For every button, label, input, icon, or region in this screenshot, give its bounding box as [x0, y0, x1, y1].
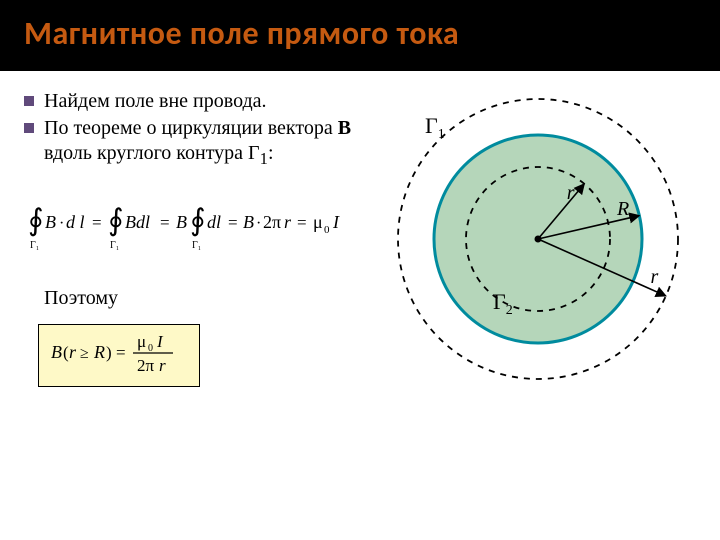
svg-text:r: r — [651, 266, 659, 288]
svg-text:∮: ∮ — [190, 204, 206, 237]
svg-text:0: 0 — [148, 343, 153, 354]
svg-text:μ: μ — [313, 212, 323, 232]
equation-result: B ( r ≥ R ) = μ 0 I 2π r — [49, 331, 189, 375]
svg-text:Г₁: Г₁ — [192, 240, 201, 251]
field-diagram: RrrΓ1Γ2 — [381, 81, 696, 381]
svg-text:0: 0 — [324, 224, 330, 236]
svg-text:r: r — [284, 212, 292, 232]
svg-text:Г₁: Г₁ — [30, 240, 39, 251]
svg-text:B: B — [243, 212, 254, 232]
svg-text:=: = — [116, 343, 126, 362]
svg-text:I: I — [156, 332, 164, 351]
bullet-list: Найдем поле вне провода. По теореме о ци… — [24, 89, 384, 170]
svg-text:R: R — [93, 342, 105, 362]
svg-text:μ: μ — [137, 332, 146, 351]
svg-text:r: r — [567, 182, 575, 204]
svg-text:Г₁: Г₁ — [110, 240, 119, 251]
svg-text:∮: ∮ — [108, 204, 124, 237]
svg-text:Γ1: Γ1 — [425, 113, 445, 142]
bullet-marker-icon — [24, 123, 34, 133]
bullet-text: По теореме о циркуляции вектора B вдоль … — [44, 116, 384, 170]
equation-result-box: B ( r ≥ R ) = μ 0 I 2π r — [38, 324, 200, 387]
svg-text:∮: ∮ — [28, 204, 44, 237]
svg-text:·: · — [59, 215, 64, 232]
equation-circulation: ∮ Г₁ B⃗ · d l⃗ = ∮ Г₁ Bdl = B ∮ Г₁ dl = … — [24, 194, 364, 252]
svg-text:2π: 2π — [137, 356, 155, 375]
svg-text:r: r — [69, 342, 77, 362]
svg-text:r: r — [159, 356, 166, 375]
svg-text:R: R — [616, 198, 629, 220]
page-title: Магнитное поле прямого тока — [24, 14, 696, 53]
bullet-text: Найдем поле вне провода. — [44, 89, 267, 114]
svg-text:≥: ≥ — [80, 345, 89, 362]
svg-text:B: B — [176, 212, 187, 232]
svg-text:=: = — [92, 213, 102, 232]
svg-text:·: · — [256, 215, 261, 232]
svg-text:2π: 2π — [263, 212, 281, 232]
svg-text:B: B — [51, 342, 62, 362]
svg-text:=: = — [297, 213, 307, 232]
bullet-marker-icon — [24, 96, 34, 106]
svg-text:I: I — [332, 212, 340, 232]
bullet-item: По теореме о циркуляции вектора B вдоль … — [24, 116, 384, 170]
svg-text:=: = — [160, 213, 170, 232]
bullet-item: Найдем поле вне провода. — [24, 89, 384, 114]
svg-text:Bdl: Bdl — [125, 212, 150, 232]
svg-text:=: = — [228, 213, 238, 232]
svg-text:): ) — [106, 343, 112, 362]
svg-text:dl: dl — [207, 212, 221, 232]
